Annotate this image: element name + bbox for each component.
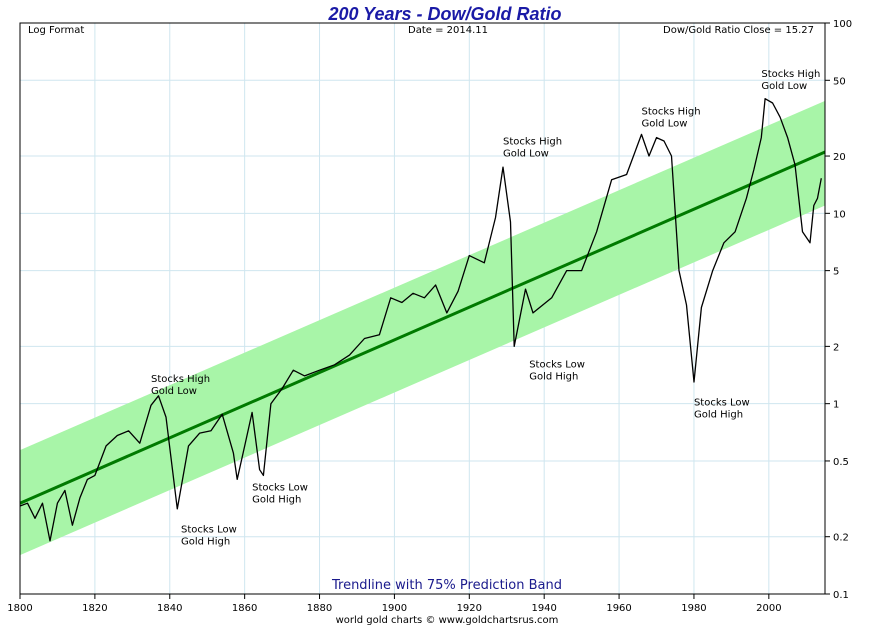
- annotation-line: Gold High: [529, 371, 578, 382]
- annotation-line: Gold Low: [503, 148, 549, 159]
- y-tick-label: 20: [833, 152, 846, 163]
- log-format-label: Log Format: [28, 25, 84, 36]
- credit-label: world gold charts © www.goldchartsrus.co…: [336, 615, 559, 625]
- ratio-close-label: Dow/Gold Ratio Close = 15.27: [663, 25, 814, 36]
- x-tick-label: 1940: [531, 603, 556, 614]
- x-tick-label: 1900: [382, 603, 407, 614]
- y-tick-label: 5: [833, 267, 839, 278]
- x-tick-label: 1880: [307, 603, 332, 614]
- grid: [19, 23, 825, 594]
- x-tick-label: 1860: [232, 603, 257, 614]
- annotation-line: Stocks Low: [252, 482, 308, 493]
- annotation-line: Gold Low: [761, 81, 807, 92]
- x-tick-label: 1800: [7, 603, 32, 614]
- x-tick-label: 1960: [606, 603, 631, 614]
- dow-gold-ratio-line: [19, 98, 822, 542]
- x-tick-label: 1980: [681, 603, 706, 614]
- y-tick-label: 0.1: [833, 590, 849, 601]
- date-label: Date = 2014.11: [408, 25, 488, 36]
- annotation-line: Gold High: [694, 409, 743, 420]
- y-tick-label: 0.5: [833, 457, 849, 468]
- x-tick-label: 1920: [457, 603, 482, 614]
- y-tick-label: 0.2: [833, 533, 849, 544]
- y-axis: 100 50 20 10 5 2 1 0.5 0.2 0.1: [825, 19, 852, 601]
- y-tick-label: 1: [833, 400, 839, 411]
- plot-frame: [19, 22, 826, 595]
- y-tick-label: 50: [833, 76, 846, 87]
- y-tick-label: 2: [833, 342, 839, 353]
- annotation-line: Stocks Low: [181, 525, 237, 536]
- annotation-line: Stocks Low: [694, 397, 750, 408]
- x-axis: 1800 1820 1840 1860 1880 1900 1920 1940 1960 1980…: [7, 594, 782, 614]
- x-tick-label: 1820: [82, 603, 107, 614]
- annotation-line: Gold Low: [642, 119, 688, 130]
- band-label: Trendline with 75% Prediction Band: [331, 578, 562, 593]
- annotation-line: Stocks Low: [529, 359, 585, 370]
- annotation-line: Gold High: [252, 494, 301, 505]
- y-tick-label: 100: [833, 19, 852, 30]
- x-tick-label: 2000: [756, 603, 781, 614]
- annotation-line: Stocks High: [642, 107, 701, 118]
- annotation-line: Stocks High: [151, 374, 210, 385]
- y-tick-label: 10: [833, 209, 846, 220]
- x-tick-label: 1840: [157, 603, 182, 614]
- chart-title: 200 Years - Dow/Gold Ratio: [327, 4, 561, 24]
- trendline: [19, 150, 826, 505]
- annotation-line: Stocks High: [503, 136, 562, 147]
- annotation-line: Stocks High: [761, 69, 820, 80]
- annotation-line: Gold Low: [151, 386, 197, 397]
- annotation-line: Gold High: [181, 537, 230, 548]
